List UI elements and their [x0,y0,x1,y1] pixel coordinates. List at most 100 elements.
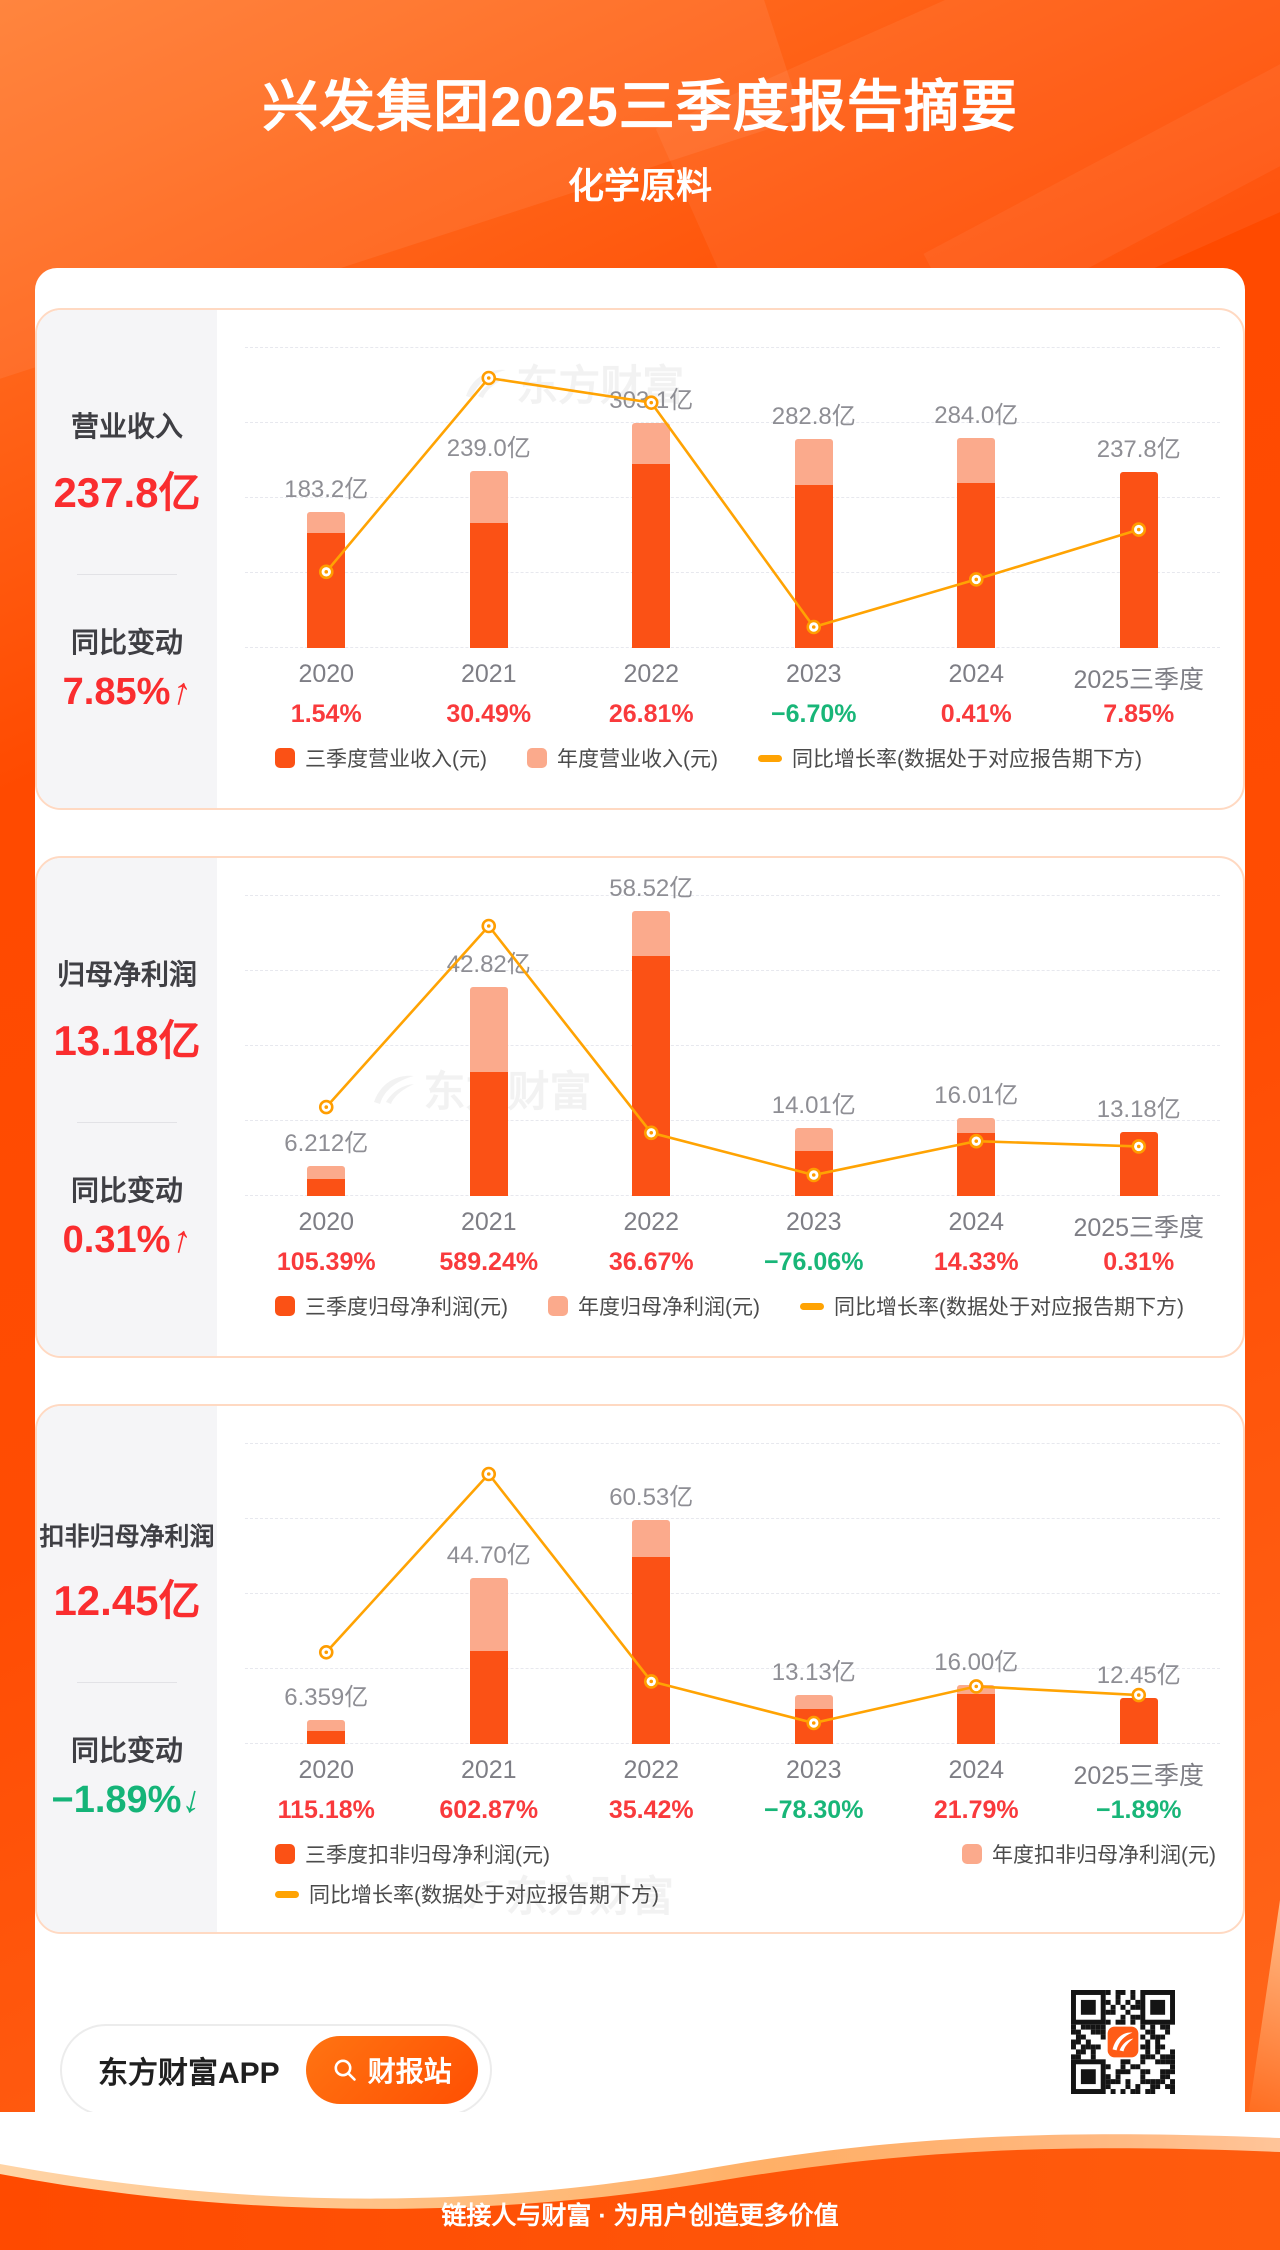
legend-item: 年度扣非归母净利润(元) [962,1839,1216,1869]
legend-row: 同比增长率(数据处于对应报告期下方) [245,1879,1220,1909]
bar-q3 [469,522,508,648]
divider [77,573,177,575]
metric-value: 13.18亿 [53,1016,201,1064]
year-tick: 2023 [785,1208,842,1236]
year-tick: 2022 [623,660,680,688]
gridline [245,1743,1220,1744]
edge-decoration [1247,1900,1280,2120]
bar-annual [957,437,996,648]
growth-tick: 589.24% [439,1248,539,1276]
bar-value-label: 13.13亿 [771,1659,856,1687]
app-name: 东方财富APP [98,2057,280,2090]
report-station-button[interactable]: 财报站 [305,2036,478,2104]
growth-line [318,918,1147,1183]
x-axis-years: 2020 2021 2022 2023 2024 2025三季度 [245,1208,1220,1244]
legend-row: 三季度归母净利润(元) 年度归母净利润(元) 同比增长率(数据处于对应报告期下方) [245,1291,1220,1321]
growth-line [318,370,1147,635]
bar-q3 [632,1556,671,1744]
year-tick: 2023 [785,1756,842,1784]
legend-item: 三季度归母净利润(元) [275,1291,508,1321]
legend: 三季度扣非归母净利润(元) 年度扣非归母净利润(元) 同比增长率(数据处于对应报告期… [245,1839,1220,1909]
gridline [245,497,1220,498]
report-station-label: 财报站 [367,2056,452,2087]
gridline [245,1443,1220,1444]
change-value: 0.31%↑ [37,1216,217,1263]
divider [77,1121,177,1123]
app-promo: 东方财富APP 财报站 权威 · 专业 · 及时 · 互动 [60,2024,492,2181]
bar-annual [469,470,508,648]
growth-tick: 26.81% [608,700,694,728]
metric-value: 12.45亿 [53,1576,201,1624]
bar-value-label: 13.18亿 [1096,1095,1181,1123]
growth-tick: −1.89% [1096,1796,1182,1824]
search-icon [334,2059,356,2081]
bar-value-label: 239.0亿 [446,434,531,462]
legend-label: 三季度扣非归母净利润(元) [305,1844,550,1867]
year-tick: 2023 [785,660,842,688]
trend-arrow-icon: ↑ [167,1216,197,1263]
year-tick: 2020 [298,660,355,688]
change-value: 7.85%↑ [37,668,217,715]
legend-item: 年度归母净利润(元) [548,1291,760,1321]
x-axis-years: 2020 2021 2022 2023 2024 2025三季度 [245,660,1220,696]
growth-tick: 0.31% [1103,1248,1175,1276]
legend-square-swatch [548,1296,568,1316]
bar-value-label: 58.52亿 [609,874,694,902]
app-pill: 东方财富APP 财报站 [60,2024,492,2116]
growth-tick: 21.79% [933,1796,1019,1824]
gridline [245,347,1220,348]
metric-label: 扣非归母净利润 [39,1522,215,1551]
gridline [245,1195,1220,1196]
bar-value-label: 183.2亿 [284,476,369,504]
bar-q3 [957,1694,996,1744]
bar-value-label: 16.00亿 [934,1648,1019,1676]
legend-label: 三季度营业收入(元) [305,748,487,771]
growth-line [318,1466,1147,1731]
legend-label: 同比增长率(数据处于对应报告期下方) [834,1296,1184,1319]
bar-value-label: 6.359亿 [284,1684,369,1712]
year-tick: 2020 [298,1756,355,1784]
growth-tick: 602.87% [439,1796,539,1824]
bar-annual [469,987,508,1196]
year-tick: 2024 [948,1208,1005,1236]
bar-q3 [307,1179,346,1196]
panel-revenue: 营业收入 237.8亿 同比变动 7.85%↑ 东方财富 183.2亿 239.0… [35,308,1245,810]
bar-annual [307,1165,346,1196]
bar-value-label: 12.45亿 [1096,1661,1181,1689]
gridline [245,970,1220,971]
change-number: 7.85% [62,670,171,713]
bar-annual [632,1519,671,1744]
bar-value-label: 16.01亿 [934,1081,1019,1109]
growth-tick: 7.85% [1103,700,1175,728]
chart-net-profit: 东方财富 6.212亿42.82亿58.52亿14.01亿16.01亿13.18… [217,858,1247,1356]
bar-q3 [307,533,346,648]
metric-value: 237.8亿 [53,468,201,516]
legend-label: 年度扣非归母净利润(元) [992,1844,1216,1867]
legend-square-swatch [275,1296,295,1316]
plot-area: 6.359亿 44.70亿 60.53亿 13.13亿 16.00亿 12.45亿 [245,1443,1220,1744]
growth-tick: 1.54% [290,700,362,728]
legend-line-swatch [275,1890,299,1898]
metric-label: 营业收入 [70,410,183,442]
bar-value-label: 14.01亿 [771,1091,856,1119]
growth-tick: 35.42% [608,1796,694,1824]
bar-value-label: 237.8亿 [1096,435,1181,463]
bar-annual [632,423,671,648]
growth-tick: 105.39% [276,1248,376,1276]
plot-area: 6.212亿 42.82亿 58.52亿 14.01亿 16.01亿 13.18亿 [245,875,1220,1196]
divider [77,1681,177,1683]
legend-item: 同比增长率(数据处于对应报告期下方) [800,1291,1184,1321]
legend-row: 三季度营业收入(元) 年度营业收入(元) 同比增长率(数据处于对应报告期下方) [245,743,1220,773]
chart-deducted: 东方财富 6.359亿 44.70亿 60.53亿 13.13亿 16.00亿 12.45… [217,1406,1247,1932]
growth-tick: 0.41% [940,700,1012,728]
legend-item: 同比增长率(数据处于对应报告期下方) [758,743,1142,773]
bar-value-label: 44.70亿 [446,1542,531,1570]
bar-value-label: 282.8亿 [771,402,856,430]
header: 兴发集团2025三季度报告摘要 化学原料 [0,0,1280,268]
year-tick: 2021 [460,660,517,688]
trend-arrow-icon: ↑ [167,668,197,715]
bar-q3 [469,1072,508,1196]
legend-item: 三季度扣非归母净利润(元) [275,1839,550,1869]
bar-value-label: 284.0亿 [934,401,1019,429]
year-tick: 2021 [460,1756,517,1784]
